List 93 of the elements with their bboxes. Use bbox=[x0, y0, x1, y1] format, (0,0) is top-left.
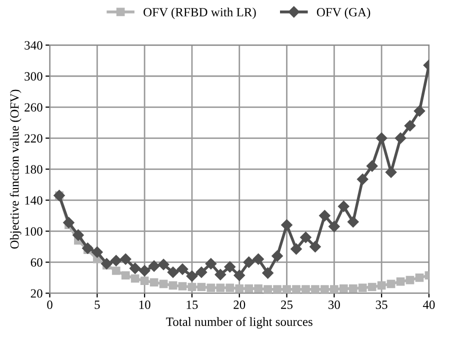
point bbox=[214, 269, 226, 280]
point bbox=[140, 276, 149, 285]
x-tick-label: 10 bbox=[139, 300, 150, 309]
point bbox=[120, 253, 132, 265]
point bbox=[188, 282, 196, 292]
point bbox=[150, 278, 158, 287]
y-tick-label: 20 bbox=[30, 289, 42, 298]
y-tick-label: 340 bbox=[24, 41, 42, 50]
point bbox=[385, 166, 397, 178]
point bbox=[252, 253, 264, 265]
y-tick-label: 220 bbox=[24, 134, 42, 143]
point bbox=[328, 220, 340, 232]
y-tick-label: 300 bbox=[24, 72, 42, 81]
point bbox=[186, 270, 198, 282]
point bbox=[138, 265, 150, 276]
point bbox=[415, 274, 424, 282]
point bbox=[338, 200, 350, 212]
point bbox=[386, 280, 396, 288]
point bbox=[101, 258, 112, 270]
point bbox=[330, 285, 338, 294]
point bbox=[264, 285, 272, 294]
y-tick-label: 100 bbox=[25, 227, 42, 236]
point bbox=[320, 285, 329, 294]
x-tick-label: 15 bbox=[186, 300, 198, 309]
y-axis-title: Objective function value (OFV) bbox=[10, 90, 22, 249]
x-tick-label: 20 bbox=[234, 300, 246, 309]
point bbox=[196, 266, 208, 278]
point bbox=[176, 264, 188, 275]
x-axis-title: Total number of light sources bbox=[166, 317, 312, 329]
point bbox=[206, 284, 216, 292]
point bbox=[112, 266, 120, 275]
point bbox=[216, 284, 225, 292]
point bbox=[224, 261, 236, 272]
point bbox=[110, 255, 122, 266]
point bbox=[368, 282, 376, 292]
point bbox=[273, 285, 282, 294]
point bbox=[130, 274, 140, 283]
point bbox=[302, 285, 310, 294]
point bbox=[168, 281, 178, 290]
point bbox=[290, 243, 302, 255]
point bbox=[414, 105, 426, 117]
x-tick-label: 40 bbox=[422, 300, 435, 309]
point bbox=[235, 284, 244, 293]
x-tick-label: 25 bbox=[281, 300, 293, 309]
point bbox=[339, 284, 348, 293]
legend-label: OFV (RFBD with LR) bbox=[144, 8, 256, 19]
point bbox=[158, 258, 170, 270]
point bbox=[292, 285, 300, 294]
y-tick-label: 140 bbox=[25, 196, 42, 205]
y-tick-label: 260 bbox=[24, 103, 42, 112]
point bbox=[244, 284, 254, 293]
point bbox=[348, 284, 358, 293]
point bbox=[226, 284, 234, 292]
y-tick-label: 180 bbox=[25, 165, 42, 174]
legend-label: OFV (GA) bbox=[316, 8, 370, 19]
point bbox=[310, 241, 321, 252]
point bbox=[358, 284, 367, 292]
point bbox=[311, 285, 320, 294]
point bbox=[348, 216, 359, 228]
point bbox=[148, 260, 160, 272]
point bbox=[82, 242, 94, 254]
point bbox=[394, 132, 406, 144]
y-tick-label: 60 bbox=[30, 258, 42, 267]
point bbox=[92, 246, 103, 258]
point bbox=[376, 132, 388, 144]
point bbox=[129, 262, 141, 274]
point bbox=[159, 280, 168, 288]
point bbox=[121, 271, 130, 280]
point bbox=[272, 250, 283, 262]
x-tick-label: 35 bbox=[376, 300, 388, 309]
point bbox=[167, 266, 179, 278]
point bbox=[197, 282, 206, 292]
point bbox=[178, 282, 187, 290]
point bbox=[300, 232, 312, 243]
x-tick-label: 0 bbox=[47, 300, 52, 309]
point bbox=[205, 258, 217, 270]
point bbox=[282, 285, 291, 294]
x-tick-label: 5 bbox=[94, 300, 100, 309]
point bbox=[357, 174, 368, 185]
point bbox=[281, 219, 292, 231]
point bbox=[404, 120, 416, 132]
x-tick-label: 30 bbox=[328, 300, 340, 309]
point bbox=[377, 281, 386, 290]
point bbox=[406, 276, 414, 284]
point bbox=[366, 160, 378, 172]
point bbox=[243, 256, 254, 268]
point bbox=[63, 217, 74, 228]
point bbox=[396, 277, 405, 286]
point bbox=[72, 229, 84, 241]
point bbox=[234, 270, 245, 281]
point bbox=[262, 267, 274, 279]
point bbox=[319, 210, 330, 222]
point bbox=[254, 284, 262, 293]
